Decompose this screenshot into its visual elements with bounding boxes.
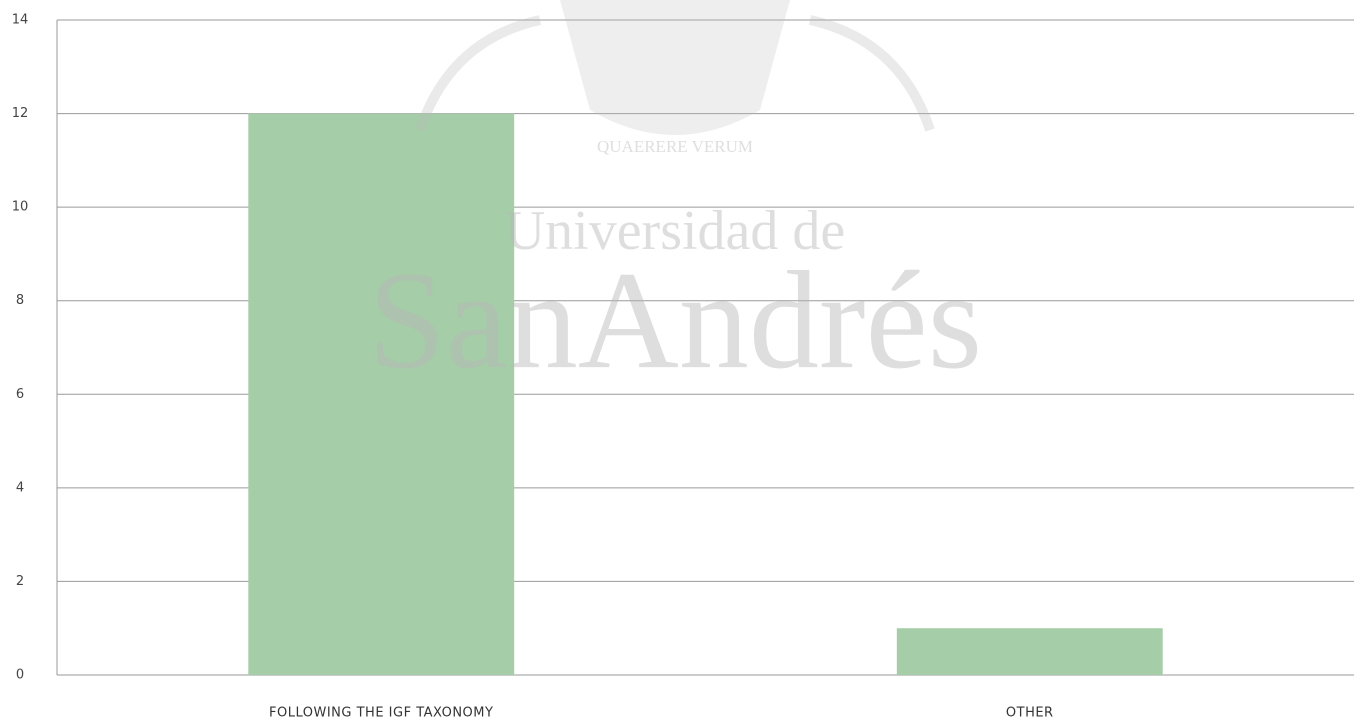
y-tick-label: 12 [12, 106, 29, 121]
bar [896, 628, 1163, 675]
y-tick-label: 10 [12, 200, 29, 215]
watermark-line2: SanAndrés [368, 243, 982, 398]
watermark-motto: QUAERERE VERUM [597, 137, 753, 156]
plot: 0 2 4 6 8 10 12 14 FOLLOWING THE IGF TAXONOMY OTH… [12, 13, 1354, 721]
watermark-line1: Universidad de [505, 200, 846, 262]
y-tick-label: 4 [16, 480, 24, 495]
crest [560, 0, 790, 135]
y-tick-label: 8 [16, 293, 24, 308]
watermark: QUAERERE VERUM Universidad de SanAndrés [368, 0, 982, 398]
y-tick-label: 0 [16, 668, 24, 683]
crest-ornament [415, 15, 935, 132]
y-tick-label: 14 [12, 13, 29, 28]
y-tick-label: 6 [16, 387, 24, 402]
x-tick-label: FOLLOWING THE IGF TAXONOMY [269, 706, 493, 721]
bar [248, 113, 515, 676]
x-tick-label: OTHER [1006, 706, 1054, 721]
y-tick-label: 2 [16, 574, 24, 589]
